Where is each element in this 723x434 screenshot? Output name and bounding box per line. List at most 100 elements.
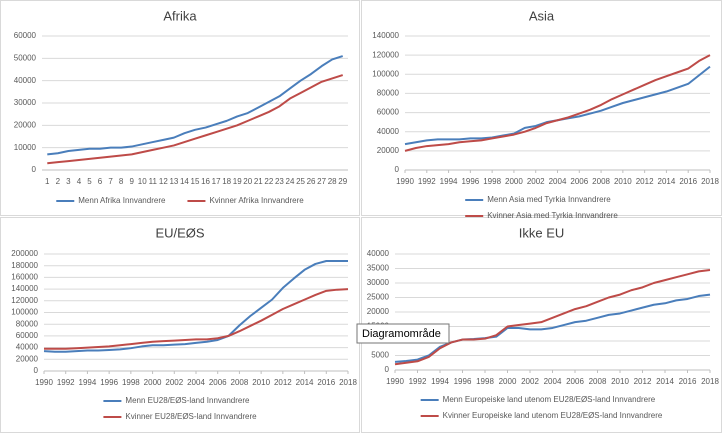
x-tick-label: 1998 — [483, 177, 501, 186]
y-tick-label: 0 — [32, 165, 37, 174]
x-tick-label: 5 — [87, 177, 92, 186]
x-tick-label: 2000 — [505, 177, 523, 186]
y-tick-label: 40000 — [367, 249, 390, 258]
y-tick-label: 180000 — [11, 261, 38, 270]
x-tick-label: 2012 — [636, 177, 654, 186]
y-tick-label: 160000 — [11, 273, 38, 282]
x-tick-label: 2010 — [614, 177, 632, 186]
y-tick-label: 20000 — [16, 354, 39, 363]
legend-label: Menn Afrika Innvandrere — [78, 196, 166, 205]
x-tick-label: 1996 — [100, 378, 118, 387]
x-tick-label: 2002 — [521, 377, 539, 386]
data-line — [394, 268, 711, 366]
x-tick-label: 23 — [275, 177, 284, 186]
x-tick-label: 3 — [66, 177, 71, 186]
x-tick-label: 1992 — [57, 378, 75, 387]
y-tick-label: 5000 — [371, 351, 389, 360]
x-tick-label: 2016 — [317, 378, 335, 387]
y-tick-label: 40000 — [16, 343, 39, 352]
x-tick-label: 2004 — [549, 177, 567, 186]
y-tick-label: 35000 — [367, 264, 390, 273]
chart-title: Afrika — [163, 8, 197, 23]
tooltip: Diagramområde — [356, 323, 450, 344]
x-tick-label: 2010 — [252, 378, 270, 387]
chart-title: Ikke EU — [519, 225, 565, 240]
x-tick-label: 1994 — [431, 377, 449, 386]
y-tick-label: 60000 — [14, 31, 37, 40]
x-tick-label: 2002 — [165, 378, 183, 387]
x-tick-label: 2012 — [274, 378, 292, 387]
x-tick-label: 2016 — [679, 177, 697, 186]
x-tick-label: 7 — [108, 177, 113, 186]
tooltip-box — [356, 323, 450, 344]
x-tick-label: 16 — [201, 177, 210, 186]
y-tick-label: 40000 — [14, 76, 37, 85]
x-tick-label: 2014 — [658, 177, 676, 186]
x-tick-label: 1994 — [440, 177, 458, 186]
x-tick-label: 1992 — [418, 177, 436, 186]
y-tick-label: 120000 — [372, 50, 399, 59]
x-tick-label: 2006 — [209, 378, 227, 387]
y-tick-label: 80000 — [16, 319, 39, 328]
x-tick-label: 27 — [317, 177, 326, 186]
y-tick-label: 60000 — [377, 108, 400, 117]
x-tick-label: 2012 — [634, 377, 652, 386]
x-tick-label: 13 — [169, 177, 178, 186]
x-tick-label: 2008 — [592, 177, 610, 186]
data-line — [44, 288, 349, 350]
x-tick-label: 22 — [264, 177, 273, 186]
data-line — [404, 54, 711, 152]
y-tick-label: 0 — [385, 365, 390, 374]
y-tick-label: 20000 — [377, 146, 400, 155]
x-tick-label: 8 — [119, 177, 124, 186]
legend-label: Kvinner Afrika Innvandrere — [209, 196, 304, 205]
x-tick-label: 2002 — [527, 177, 545, 186]
y-tick-label: 25000 — [367, 293, 390, 302]
x-tick-label: 28 — [328, 177, 337, 186]
data-line — [47, 74, 344, 165]
x-tick-label: 9 — [129, 177, 134, 186]
x-tick-label: 1998 — [476, 377, 494, 386]
y-tick-label: 100000 — [11, 308, 38, 317]
x-tick-label: 2018 — [701, 177, 719, 186]
x-tick-label: 4 — [77, 177, 82, 186]
x-tick-label: 2008 — [231, 378, 249, 387]
x-tick-label: 14 — [180, 177, 189, 186]
y-tick-label: 200000 — [11, 249, 38, 258]
y-tick-label: 0 — [395, 165, 400, 174]
x-tick-label: 2014 — [296, 378, 314, 387]
x-tick-label: 2000 — [499, 377, 517, 386]
x-tick-label: 19 — [233, 177, 242, 186]
x-tick-label: 1996 — [454, 377, 472, 386]
y-tick-label: 30000 — [14, 98, 37, 107]
panel — [0, 217, 360, 433]
x-tick-label: 1 — [45, 177, 50, 186]
x-tick-label: 6 — [98, 177, 103, 186]
x-tick-label: 2004 — [544, 377, 562, 386]
x-tick-label: 1990 — [396, 177, 414, 186]
x-tick-label: 24 — [286, 177, 295, 186]
x-tick-label: 2 — [56, 177, 61, 186]
x-tick-label: 1994 — [79, 378, 97, 387]
x-tick-label: 25 — [296, 177, 305, 186]
y-tick-label: 80000 — [377, 89, 400, 98]
y-tick-label: 40000 — [377, 127, 400, 136]
y-tick-label: 60000 — [16, 331, 39, 340]
x-tick-label: 15 — [191, 177, 200, 186]
legend-label: Kvinner Europeiske land utenom EU28/EØS-… — [443, 411, 663, 420]
x-tick-label: 20 — [243, 177, 252, 186]
x-tick-label: 26 — [307, 177, 316, 186]
x-tick-label: 2000 — [144, 378, 162, 387]
x-tick-label: 1992 — [409, 377, 427, 386]
x-tick-label: 18 — [222, 177, 231, 186]
x-tick-label: 2014 — [656, 377, 674, 386]
x-tick-label: 2006 — [570, 177, 588, 186]
x-tick-label: 2006 — [566, 377, 584, 386]
legend-label: Kvinner Asia med Tyrkia Innvandrere — [487, 211, 618, 220]
x-tick-label: 11 — [149, 177, 158, 186]
data-line — [43, 260, 348, 353]
x-tick-label: 29 — [338, 177, 347, 186]
y-tick-label: 20000 — [14, 120, 37, 129]
x-tick-label: 1998 — [122, 378, 140, 387]
